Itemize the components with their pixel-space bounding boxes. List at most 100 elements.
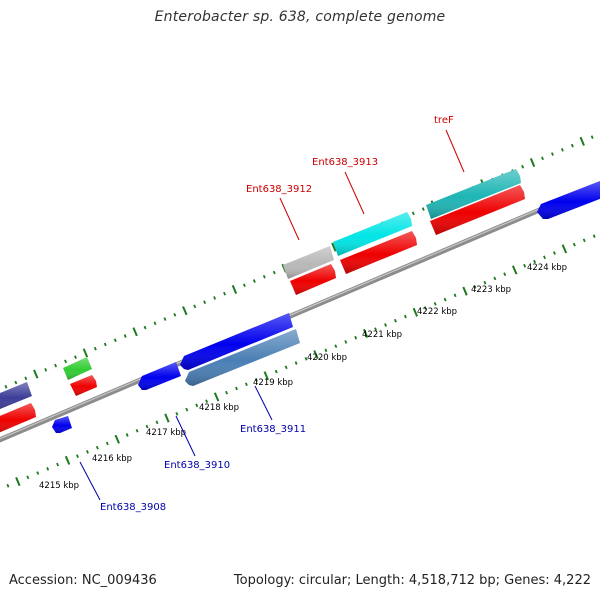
minor-tick bbox=[155, 420, 159, 425]
minor-tick bbox=[145, 424, 149, 429]
minor-tick bbox=[384, 323, 388, 327]
gene-label-ent638-3913[interactable]: Ent638_3913 bbox=[312, 157, 378, 168]
gene-ent638-3911-b[interactable] bbox=[185, 329, 300, 386]
minor-tick bbox=[473, 285, 477, 289]
gene-label-ent638-3912[interactable]: Ent638_3912 bbox=[246, 184, 312, 195]
minor-tick bbox=[225, 390, 229, 395]
gene-ent638-3912[interactable] bbox=[283, 246, 334, 279]
minor-tick bbox=[64, 359, 68, 364]
major-tick bbox=[82, 348, 89, 358]
leader-lines bbox=[79, 129, 465, 501]
minor-tick bbox=[533, 259, 537, 264]
minor-tick bbox=[105, 441, 109, 446]
minor-tick bbox=[262, 274, 266, 279]
minor-tick bbox=[14, 380, 18, 385]
gene-green-fragment[interactable] bbox=[63, 357, 92, 380]
minor-tick bbox=[213, 296, 217, 300]
accession-value: NC_009436 bbox=[81, 573, 157, 588]
major-tick bbox=[561, 244, 568, 254]
minor-tick bbox=[26, 475, 30, 480]
gene-label-ent638-3910[interactable]: Ent638_3910 bbox=[164, 460, 230, 471]
major-tick bbox=[462, 286, 468, 296]
major-tick bbox=[182, 306, 188, 316]
minor-tick bbox=[125, 433, 129, 437]
minor-tick bbox=[143, 325, 147, 330]
minor-tick bbox=[433, 302, 437, 306]
major-tick bbox=[164, 413, 170, 423]
leader-3910 bbox=[175, 415, 196, 457]
tick-label-4221: 4221 kbp bbox=[362, 330, 402, 340]
minor-tick bbox=[572, 242, 576, 247]
minor-tick bbox=[6, 483, 10, 488]
minor-tick bbox=[354, 335, 358, 340]
leader-3908 bbox=[79, 461, 101, 501]
tick-labels: 4215 kbp 4216 kbp 4217 kbp 4218 kbp 4219… bbox=[39, 263, 567, 491]
tick-label-4218: 4218 kbp bbox=[199, 403, 239, 413]
gene-blue-right[interactable] bbox=[537, 181, 600, 219]
gene-ent638-3913[interactable] bbox=[333, 212, 412, 256]
minor-tick bbox=[550, 152, 554, 156]
minor-tick bbox=[85, 450, 89, 454]
gene-tref[interactable] bbox=[426, 169, 521, 219]
minor-tick bbox=[163, 317, 167, 321]
gene-ent638-3911[interactable] bbox=[180, 313, 293, 370]
gene-label-tref[interactable]: treF bbox=[434, 115, 454, 126]
topology-info: Topology: circular; Length: 4,518,712 bp… bbox=[233, 573, 591, 588]
tick-label-4222: 4222 kbp bbox=[417, 307, 457, 317]
minor-tick bbox=[36, 471, 40, 475]
minor-tick bbox=[103, 342, 107, 347]
minor-tick bbox=[423, 306, 427, 310]
genome-backbone-highlight bbox=[0, 182, 600, 440]
gene-labels: treF Ent638_3913 Ent638_3912 Ent638_3911… bbox=[100, 115, 454, 513]
minor-tick bbox=[4, 384, 8, 389]
minor-tick bbox=[135, 428, 139, 433]
minor-tick bbox=[244, 382, 248, 387]
minor-tick bbox=[74, 355, 77, 359]
minor-tick bbox=[541, 156, 544, 161]
minor-tick bbox=[411, 211, 415, 216]
minor-tick bbox=[294, 361, 298, 365]
major-tick bbox=[331, 242, 337, 252]
major-tick bbox=[263, 371, 270, 381]
minor-tick bbox=[582, 238, 586, 243]
tick-label-4224: 4224 kbp bbox=[527, 263, 567, 273]
minor-tick bbox=[254, 378, 258, 382]
gene-label-ent638-3911[interactable]: Ent638_3911 bbox=[240, 424, 306, 435]
gene-label-ent638-3908[interactable]: Ent638_3908 bbox=[100, 502, 166, 513]
minor-tick bbox=[560, 148, 564, 152]
minor-tick bbox=[54, 363, 58, 368]
minor-tick bbox=[93, 346, 97, 351]
minor-tick bbox=[173, 313, 177, 317]
gene-navy-fragment[interactable] bbox=[0, 382, 32, 411]
minor-tick bbox=[344, 340, 348, 344]
minor-tick bbox=[403, 314, 407, 319]
minor-tick bbox=[205, 399, 209, 403]
major-tick bbox=[529, 158, 536, 168]
tick-label-4219: 4219 kbp bbox=[253, 378, 293, 388]
major-tick bbox=[114, 434, 120, 444]
minor-tick bbox=[421, 207, 425, 211]
minor-tick bbox=[483, 280, 487, 285]
red-feature-3912[interactable] bbox=[290, 264, 336, 295]
minor-tick bbox=[592, 234, 596, 238]
minor-tick bbox=[523, 263, 527, 268]
red-feature-3913[interactable] bbox=[340, 231, 417, 274]
red-feature-green-pair[interactable] bbox=[70, 375, 97, 396]
major-tick bbox=[64, 455, 71, 465]
minor-tick bbox=[334, 344, 338, 348]
red-feature-tref[interactable] bbox=[430, 185, 525, 235]
minor-tick bbox=[443, 297, 447, 302]
minor-tick bbox=[76, 454, 79, 458]
map-title: Enterobacter sp. 638, complete genome bbox=[154, 9, 446, 25]
gene-ent638-3910[interactable] bbox=[138, 362, 181, 390]
red-feature-left[interactable] bbox=[0, 403, 36, 434]
tick-label-4217: 4217 kbp bbox=[146, 428, 186, 438]
minor-tick bbox=[570, 143, 574, 148]
minor-tick bbox=[185, 407, 189, 412]
minor-tick bbox=[453, 293, 457, 298]
minor-tick bbox=[543, 255, 546, 260]
minor-tick bbox=[272, 270, 276, 275]
minor-tick bbox=[24, 376, 28, 381]
red-track bbox=[0, 185, 525, 434]
gene-ent638-3908[interactable] bbox=[52, 416, 72, 433]
